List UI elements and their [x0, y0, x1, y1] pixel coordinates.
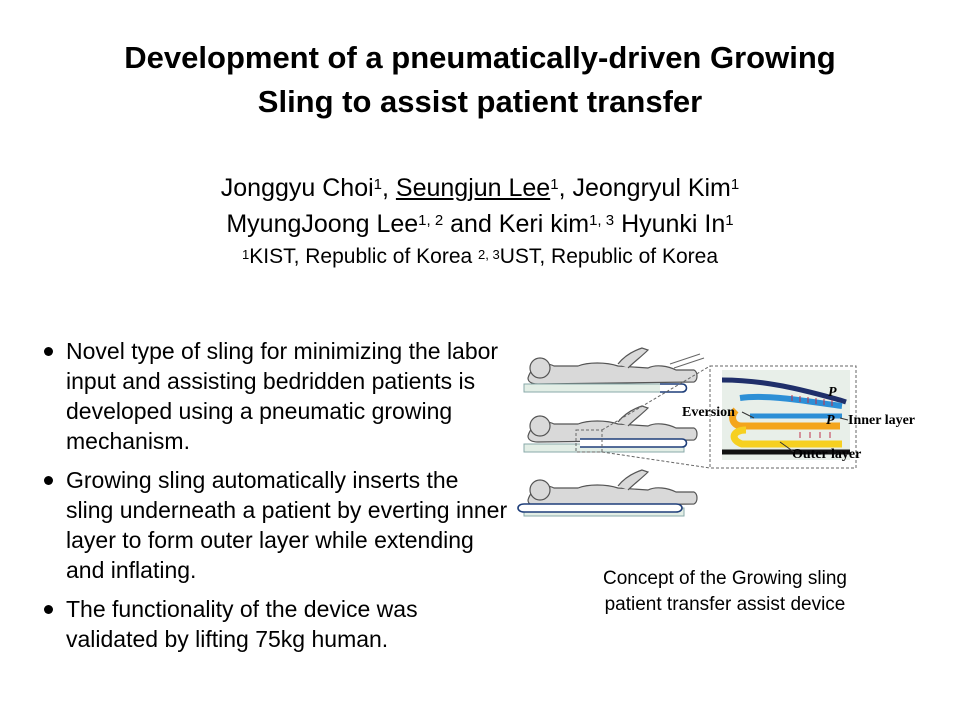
- author-affil-sup: 1: [725, 212, 734, 229]
- affil-text: UST, Republic of Korea: [499, 245, 718, 268]
- bullet-item: Novel type of sling for minimizing the l…: [40, 336, 510, 456]
- figure-caption: Concept of the Growing sling patient tra…: [603, 568, 847, 615]
- presenting-author-name: Seungjun Lee: [395, 174, 551, 202]
- title-line-2: Sling to assist patient transfer: [257, 84, 703, 119]
- author-separator: ,: [558, 174, 573, 202]
- author-affil-sup: 1, 2: [418, 212, 444, 229]
- eversion-detail-inset: P P: [709, 365, 857, 469]
- pressure-label-upper: P: [828, 385, 837, 400]
- affil-sup: 1: [242, 247, 250, 262]
- bullet-list: Novel type of sling for minimizing the l…: [40, 336, 510, 663]
- author-name: Jeongryul Kim: [572, 174, 731, 202]
- affiliation-line: 1KIST, Republic of Korea 2, 3UST, Republ…: [60, 242, 900, 272]
- inner-layer-label: Inner layer: [848, 413, 915, 428]
- author-separator: ,: [382, 174, 396, 202]
- pressure-label-lower: P: [826, 413, 835, 428]
- concept-figure: P P Eversion Inner layer Outer layer: [517, 347, 915, 517]
- author-affil-sup: 1, 3: [589, 212, 615, 229]
- bullet-text: The functionality of the device was vali…: [66, 596, 418, 652]
- author-name: Jonggyu Choi: [220, 174, 374, 202]
- author-line-2: MyungJoong Lee1, 2 and Keri kim1, 3 Hyun…: [60, 206, 900, 242]
- stage-3: [517, 469, 698, 517]
- author-name: Keri kim: [498, 210, 590, 238]
- author-affil-sup: 1: [730, 176, 740, 193]
- author-affil-sup: 1: [550, 176, 559, 193]
- stage-1: [523, 347, 705, 393]
- bullet-dot-icon: [44, 605, 53, 614]
- bullet-item: Growing sling automatically inserts the …: [40, 465, 510, 585]
- author-name: MyungJoong Lee: [226, 210, 419, 238]
- stage-2: [523, 365, 711, 469]
- title-line-1: Development of a pneumatically-driven Gr…: [124, 40, 836, 75]
- author-name: Hyunki In: [614, 210, 726, 238]
- bullet-text: Growing sling automatically inserts the …: [66, 467, 508, 583]
- bullet-dot-icon: [44, 476, 53, 485]
- author-block: Jonggyu Choi1, Seungjun Lee1, Jeongryul …: [60, 170, 900, 272]
- bullet-dot-icon: [44, 347, 53, 356]
- affil-text: KIST, Republic of Korea: [249, 245, 479, 268]
- paper-title: Development of a pneumatically-driven Gr…: [40, 36, 920, 124]
- author-line-1: Jonggyu Choi1, Seungjun Lee1, Jeongryul …: [60, 170, 900, 206]
- author-affil-sup: 1: [373, 176, 382, 193]
- outer-layer-label: Outer layer: [792, 447, 861, 462]
- affil-sup: 2, 3: [478, 247, 500, 262]
- author-conjunction: and: [443, 210, 499, 238]
- bullet-item: The functionality of the device was vali…: [40, 594, 510, 654]
- bullet-text: Novel type of sling for minimizing the l…: [66, 338, 499, 454]
- eversion-label: Eversion: [682, 405, 735, 420]
